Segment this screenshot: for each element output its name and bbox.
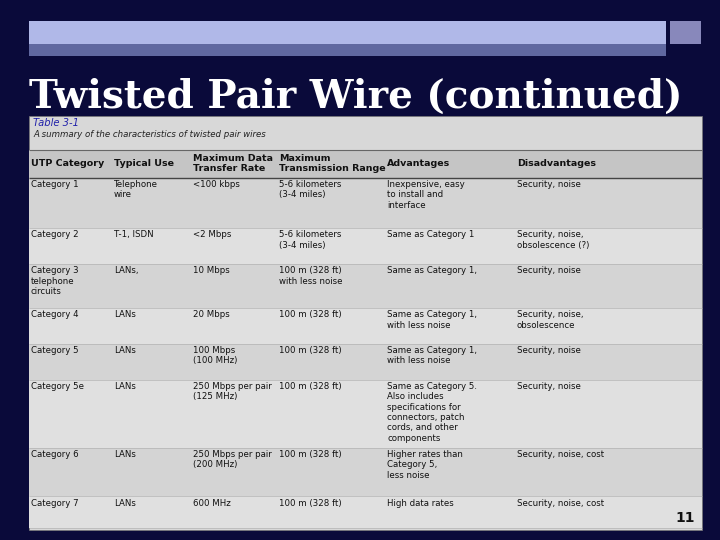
Text: 5-6 kilometers
(3-4 miles): 5-6 kilometers (3-4 miles): [279, 231, 342, 250]
Text: T-1, ISDN: T-1, ISDN: [114, 231, 153, 239]
Text: Inexpensive, easy
to install and
interface: Inexpensive, easy to install and interfa…: [387, 180, 465, 210]
Text: 250 Mbps per pair
(200 MHz): 250 Mbps per pair (200 MHz): [193, 450, 271, 469]
Text: Category 2: Category 2: [31, 231, 78, 239]
Text: Category 5: Category 5: [31, 346, 78, 355]
FancyBboxPatch shape: [29, 496, 702, 528]
Text: 10 Mbps: 10 Mbps: [193, 266, 230, 275]
FancyBboxPatch shape: [29, 178, 702, 228]
Text: Security, noise,
obsolescence: Security, noise, obsolescence: [517, 310, 583, 330]
Text: Telephone
wire: Telephone wire: [114, 180, 158, 199]
Text: Security, noise, cost: Security, noise, cost: [517, 450, 604, 459]
Text: <2 Mbps: <2 Mbps: [193, 231, 231, 239]
Text: Category 7: Category 7: [31, 498, 78, 508]
Text: High data rates: High data rates: [387, 498, 454, 508]
Text: Same as Category 1: Same as Category 1: [387, 231, 474, 239]
Text: Security, noise, cost: Security, noise, cost: [517, 498, 604, 508]
Text: A summary of the characteristics of twisted pair wires: A summary of the characteristics of twis…: [33, 130, 266, 139]
FancyBboxPatch shape: [29, 380, 702, 448]
Text: 600 MHz: 600 MHz: [193, 498, 230, 508]
FancyBboxPatch shape: [29, 116, 702, 530]
Text: Maximum
Transmission Range: Maximum Transmission Range: [279, 154, 386, 173]
Text: Category 4: Category 4: [31, 310, 78, 319]
FancyBboxPatch shape: [29, 21, 666, 44]
Text: Same as Category 1,
with less noise: Same as Category 1, with less noise: [387, 346, 477, 366]
Text: 100 Mbps
(100 MHz): 100 Mbps (100 MHz): [193, 346, 238, 366]
Text: Same as Category 1,: Same as Category 1,: [387, 266, 477, 275]
Text: 100 m (328 ft)
with less noise: 100 m (328 ft) with less noise: [279, 266, 343, 286]
FancyBboxPatch shape: [29, 228, 702, 264]
Text: Category 6: Category 6: [31, 450, 78, 459]
Text: LANs: LANs: [114, 310, 135, 319]
Text: Category 5e: Category 5e: [31, 382, 84, 391]
Text: LANs: LANs: [114, 498, 135, 508]
Text: 100 m (328 ft): 100 m (328 ft): [279, 310, 342, 319]
Text: Typical Use: Typical Use: [114, 159, 174, 168]
Text: LANs: LANs: [114, 450, 135, 459]
Text: Security, noise,
obsolescence (?): Security, noise, obsolescence (?): [517, 231, 590, 250]
Text: Same as Category 5.
Also includes
specifications for
connectors, patch
cords, an: Same as Category 5. Also includes specif…: [387, 382, 477, 443]
Text: Maximum Data
Transfer Rate: Maximum Data Transfer Rate: [193, 154, 273, 173]
Text: Twisted Pair Wire (continued): Twisted Pair Wire (continued): [29, 78, 683, 116]
Text: Security, noise: Security, noise: [517, 346, 581, 355]
Text: 11: 11: [675, 511, 695, 525]
Text: LANs,: LANs,: [114, 266, 138, 275]
Text: Category 3
telephone
circuits: Category 3 telephone circuits: [31, 266, 78, 296]
Text: Security, noise: Security, noise: [517, 180, 581, 189]
Text: LANs: LANs: [114, 346, 135, 355]
Text: 100 m (328 ft): 100 m (328 ft): [279, 450, 342, 459]
Text: LANs: LANs: [114, 382, 135, 391]
Text: 100 m (328 ft): 100 m (328 ft): [279, 346, 342, 355]
FancyBboxPatch shape: [29, 264, 702, 308]
Text: 100 m (328 ft): 100 m (328 ft): [279, 382, 342, 391]
Text: Advantages: Advantages: [387, 159, 451, 168]
Text: Disadvantages: Disadvantages: [517, 159, 596, 168]
FancyBboxPatch shape: [29, 344, 702, 380]
FancyBboxPatch shape: [670, 21, 701, 44]
Text: UTP Category: UTP Category: [31, 159, 104, 168]
Text: <100 kbps: <100 kbps: [193, 180, 240, 189]
Text: 100 m (328 ft): 100 m (328 ft): [279, 498, 342, 508]
FancyBboxPatch shape: [29, 150, 702, 178]
Text: Table 3-1: Table 3-1: [33, 118, 79, 129]
Text: Higher rates than
Category 5,
less noise: Higher rates than Category 5, less noise: [387, 450, 463, 480]
Text: 5-6 kilometers
(3-4 miles): 5-6 kilometers (3-4 miles): [279, 180, 342, 199]
Text: Same as Category 1,
with less noise: Same as Category 1, with less noise: [387, 310, 477, 330]
Text: Security, noise: Security, noise: [517, 382, 581, 391]
FancyBboxPatch shape: [29, 44, 666, 56]
Text: Category 1: Category 1: [31, 180, 78, 189]
Text: 250 Mbps per pair
(125 MHz): 250 Mbps per pair (125 MHz): [193, 382, 271, 401]
FancyBboxPatch shape: [29, 448, 702, 496]
Text: 20 Mbps: 20 Mbps: [193, 310, 230, 319]
Text: Security, noise: Security, noise: [517, 266, 581, 275]
FancyBboxPatch shape: [29, 308, 702, 344]
